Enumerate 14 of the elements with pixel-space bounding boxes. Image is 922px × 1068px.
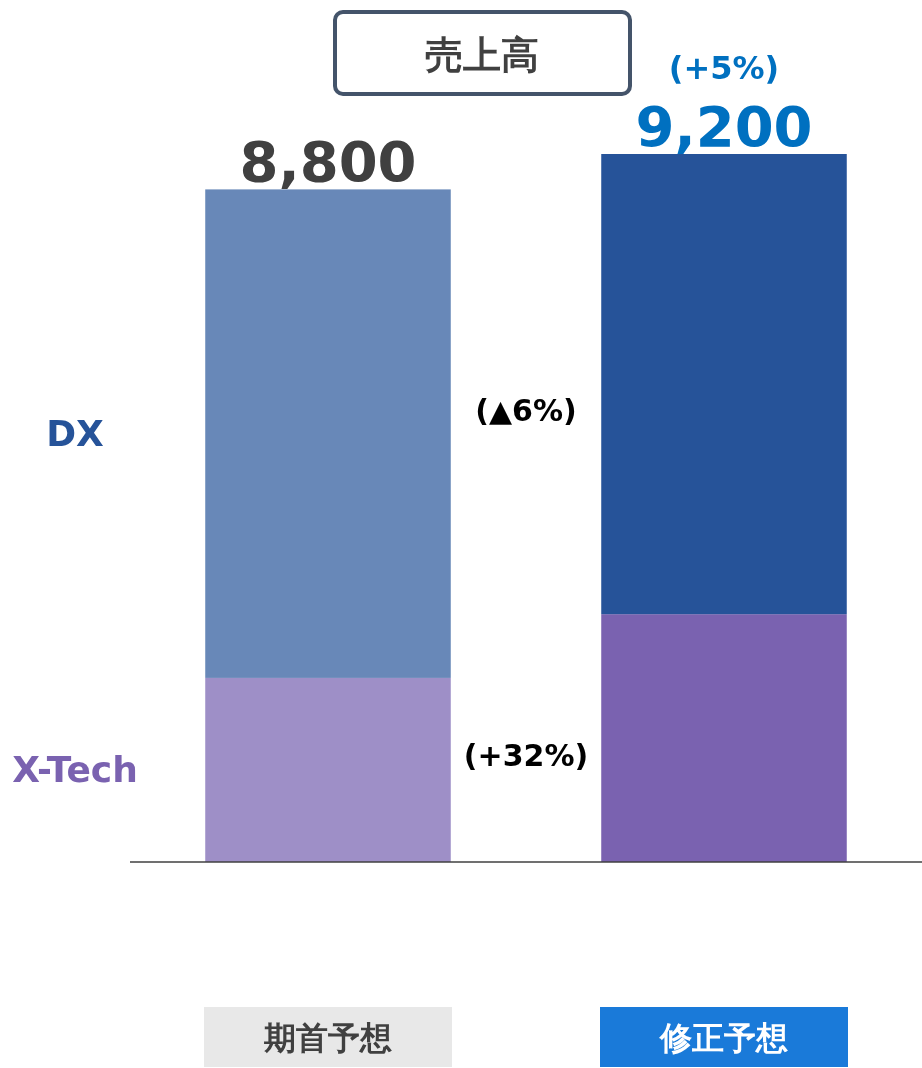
bar (205, 189, 451, 678)
bar (601, 154, 847, 615)
annotation: (▲6%) (475, 392, 577, 428)
text: (+5%) (668, 49, 780, 87)
bar (601, 614, 847, 862)
x-tick-label: 修正予想 (659, 1019, 788, 1057)
bar (205, 677, 451, 862)
series-label: X-Tech (12, 748, 138, 790)
annotation: 9,200 (635, 94, 813, 159)
annotation: (+32%) (463, 738, 589, 774)
x-tick-label: 期首予想 (263, 1019, 392, 1057)
text: DX (46, 412, 105, 454)
annotation: 8,800 (239, 129, 417, 195)
chart-title: 売上高 (425, 33, 539, 77)
